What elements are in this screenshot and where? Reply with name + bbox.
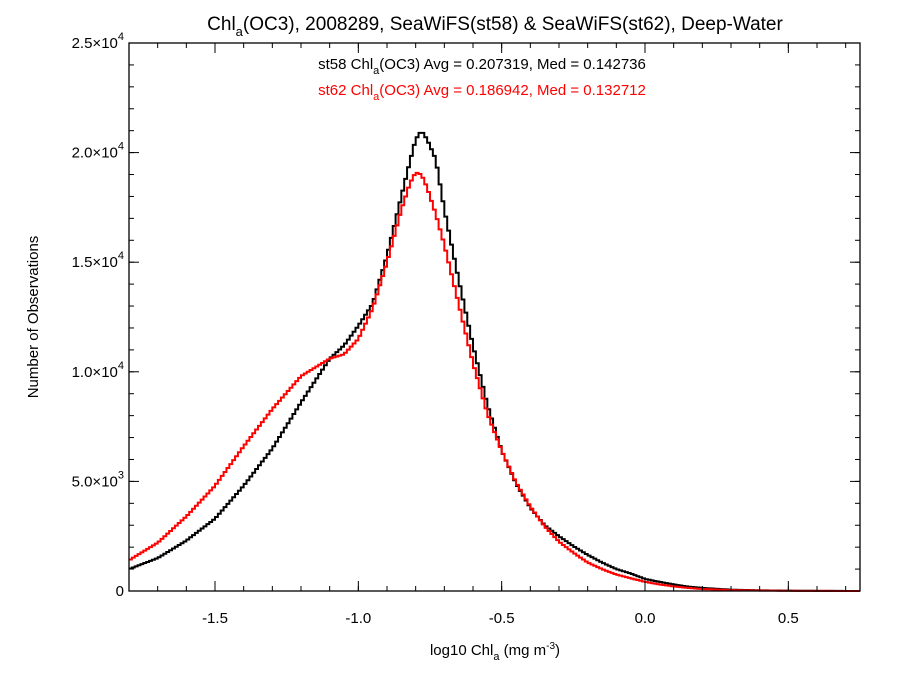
plot-frame <box>128 42 861 592</box>
y-axis: 0 5.0×103 1.0×104 1.5×104 2.0×104 2.5×104 <box>72 31 860 600</box>
series-line-0 <box>129 131 860 592</box>
legend-entry-st62: st62 Chla(OC3) Avg = 0.186942, Med = 0.1… <box>318 82 646 103</box>
x-tick-label: -1.5 <box>202 610 228 627</box>
x-axis-title: log10 Chla (mg m-3) <box>430 641 560 663</box>
series-layer <box>129 131 860 592</box>
y-tick-label: 1.0×104 <box>72 360 124 381</box>
chart-title: Chla(OC3), 2008289, SeaWiFS(st58) & SeaW… <box>207 14 783 39</box>
x-tick-label: 0.0 <box>635 610 656 627</box>
x-axis: -1.5 -1.0 -0.5 0.0 0.5 <box>128 43 847 627</box>
legend: st58 Chla(OC3) Avg = 0.207319, Med = 0.1… <box>318 56 646 103</box>
x-tick-label: 0.5 <box>778 610 799 627</box>
x-tick-label: -0.5 <box>489 610 515 627</box>
y-tick-label: 0 <box>116 583 124 600</box>
legend-entry-st58: st58 Chla(OC3) Avg = 0.207319, Med = 0.1… <box>318 56 646 77</box>
x-tick-label: -1.0 <box>345 610 371 627</box>
series-line-1 <box>129 171 860 592</box>
y-tick-label: 5.0×103 <box>72 469 124 490</box>
plot-area: -1.5 -1.0 -0.5 0.0 0.5 0 5.0×103 1.0×104 1.5×10… <box>72 31 861 627</box>
y-tick-label: 2.0×104 <box>72 141 124 162</box>
y-tick-label: 1.5×104 <box>72 250 124 271</box>
y-axis-title: Number of Observations <box>25 236 42 399</box>
y-tick-label: 2.5×104 <box>72 31 124 52</box>
